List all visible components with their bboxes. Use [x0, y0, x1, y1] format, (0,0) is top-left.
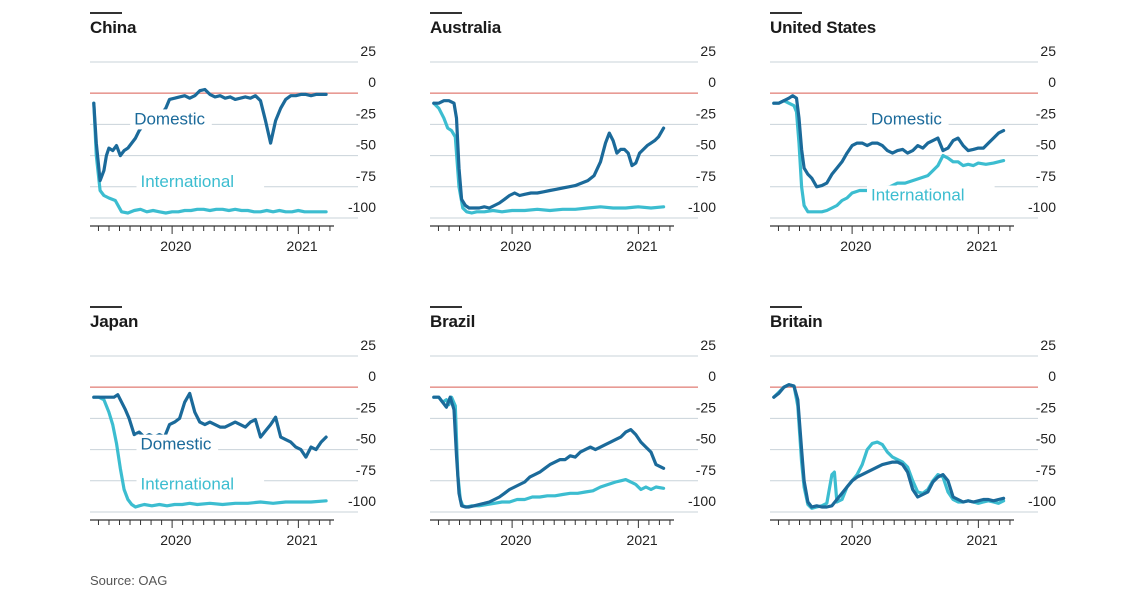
- y-tick-label: 25: [360, 337, 376, 353]
- y-tick-label: -75: [356, 168, 376, 184]
- chart-china: 25 0 -25 -50 -75 -100 2020 2021 Domestic Internat…: [90, 43, 376, 254]
- chart-panel-japan: Japan 25 0 -25 -50 -75 -100 2020 2021 Domestic Int…: [90, 306, 390, 576]
- x-tick-label: 2021: [967, 238, 998, 254]
- series-label-bg: [136, 171, 265, 192]
- series-label-bg: [130, 109, 212, 130]
- series-line-international: [92, 101, 328, 215]
- series-line-domestic: [432, 395, 666, 509]
- x-tick-label: 2021: [287, 238, 318, 254]
- y-tick-label: -75: [1036, 168, 1056, 184]
- x-tick-label: 2021: [627, 532, 658, 548]
- chart-panel-brazil: Brazil 25 0 -25 -50 -75 -100 2020 2021: [430, 306, 730, 576]
- chart-title: Japan: [90, 312, 139, 331]
- title-rule: [430, 12, 462, 14]
- y-tick-label: -50: [356, 137, 376, 153]
- y-tick-label: -50: [696, 137, 716, 153]
- y-tick-label: 0: [1048, 368, 1056, 384]
- x-tick-label: 2020: [160, 238, 191, 254]
- series-label-international: International: [871, 186, 965, 205]
- y-tick-label: -100: [348, 199, 376, 215]
- x-tick-label: 2020: [840, 238, 871, 254]
- chart-united-states: 25 0 -25 -50 -75 -100 2020 2021 Domestic Internat…: [770, 43, 1056, 254]
- chart-title: United States: [770, 18, 877, 37]
- series-label-bg: [867, 109, 949, 130]
- series-label-international: International: [141, 172, 235, 191]
- series-label-domestic: Domestic: [141, 435, 212, 454]
- y-tick-label: -100: [688, 493, 716, 509]
- chart-panel-united-states: United States 25 0 -25 -50 -75 -100 2020 2021 Dom…: [770, 12, 1070, 282]
- series-label-bg: [136, 434, 219, 455]
- y-tick-label: -50: [1036, 137, 1056, 153]
- series-label-bg: [867, 185, 995, 206]
- y-tick-label: -75: [356, 462, 376, 478]
- y-tick-label: -25: [356, 105, 376, 121]
- x-tick-label: 2020: [840, 532, 871, 548]
- y-tick-label: -75: [696, 462, 716, 478]
- series-line-domestic: [92, 391, 328, 459]
- chart-panel-australia: Australia 25 0 -25 -50 -75 -100 2020 2021: [430, 12, 730, 282]
- series-line-domestic: [772, 383, 1006, 509]
- x-tick-label: 2021: [287, 532, 318, 548]
- chart-britain: 25 0 -25 -50 -75 -100 2020 2021: [770, 337, 1056, 548]
- chart-title: Australia: [430, 18, 501, 37]
- y-tick-label: 25: [1040, 43, 1056, 59]
- y-tick-label: -25: [696, 399, 716, 415]
- y-tick-label: -50: [696, 431, 716, 447]
- y-tick-label: 0: [1048, 74, 1056, 90]
- title-rule: [770, 306, 802, 308]
- y-tick-label: -50: [356, 431, 376, 447]
- series-line-international: [432, 101, 666, 215]
- series-label-domestic: Domestic: [871, 109, 942, 128]
- chart-title: Britain: [770, 312, 823, 331]
- y-tick-label: 25: [700, 43, 716, 59]
- series-line-domestic: [92, 87, 328, 183]
- y-tick-label: 0: [708, 368, 716, 384]
- y-tick-label: -50: [1036, 431, 1056, 447]
- x-tick-label: 2020: [500, 238, 531, 254]
- x-tick-label: 2020: [500, 532, 531, 548]
- chart-brazil: 25 0 -25 -50 -75 -100 2020 2021: [430, 337, 716, 548]
- y-tick-label: -100: [688, 199, 716, 215]
- y-tick-label: -75: [696, 168, 716, 184]
- series-label-bg: [136, 474, 265, 495]
- y-tick-label: 0: [368, 74, 376, 90]
- y-tick-label: -25: [696, 105, 716, 121]
- series-line-international: [92, 395, 328, 509]
- y-tick-label: 0: [708, 74, 716, 90]
- chart-panel-china: China 25 0 -25 -50 -75 -100 2020 2021 Domestic Int…: [90, 12, 390, 282]
- series-line-domestic: [772, 94, 1006, 189]
- y-tick-label: -25: [356, 399, 376, 415]
- title-rule: [90, 306, 122, 308]
- x-tick-label: 2020: [160, 532, 191, 548]
- series-label-international: International: [141, 475, 235, 494]
- chart-panel-britain: Britain 25 0 -25 -50 -75 -100 2020 2021: [770, 306, 1070, 576]
- y-tick-label: -75: [1036, 462, 1056, 478]
- y-tick-label: 25: [1040, 337, 1056, 353]
- y-tick-label: -100: [1028, 493, 1056, 509]
- y-tick-label: 0: [368, 368, 376, 384]
- y-tick-label: -25: [1036, 105, 1056, 121]
- x-tick-label: 2021: [967, 532, 998, 548]
- series-line-domestic: [432, 99, 666, 210]
- chart-title: China: [90, 18, 137, 37]
- title-rule: [430, 306, 462, 308]
- series-line-international: [772, 383, 1006, 510]
- y-tick-label: -25: [1036, 399, 1056, 415]
- y-tick-label: 25: [360, 43, 376, 59]
- title-rule: [90, 12, 122, 14]
- series-label-domestic: Domestic: [134, 109, 205, 128]
- source-note: Source: OAG: [90, 573, 168, 588]
- title-rule: [770, 12, 802, 14]
- x-tick-label: 2021: [627, 238, 658, 254]
- series-line-international: [432, 395, 666, 509]
- chart-australia: 25 0 -25 -50 -75 -100 2020 2021: [430, 43, 716, 254]
- chart-title: Brazil: [430, 312, 476, 331]
- y-tick-label: 25: [700, 337, 716, 353]
- y-tick-label: -100: [348, 493, 376, 509]
- chart-japan: 25 0 -25 -50 -75 -100 2020 2021 Domestic Internat…: [90, 337, 376, 548]
- y-tick-label: -100: [1028, 199, 1056, 215]
